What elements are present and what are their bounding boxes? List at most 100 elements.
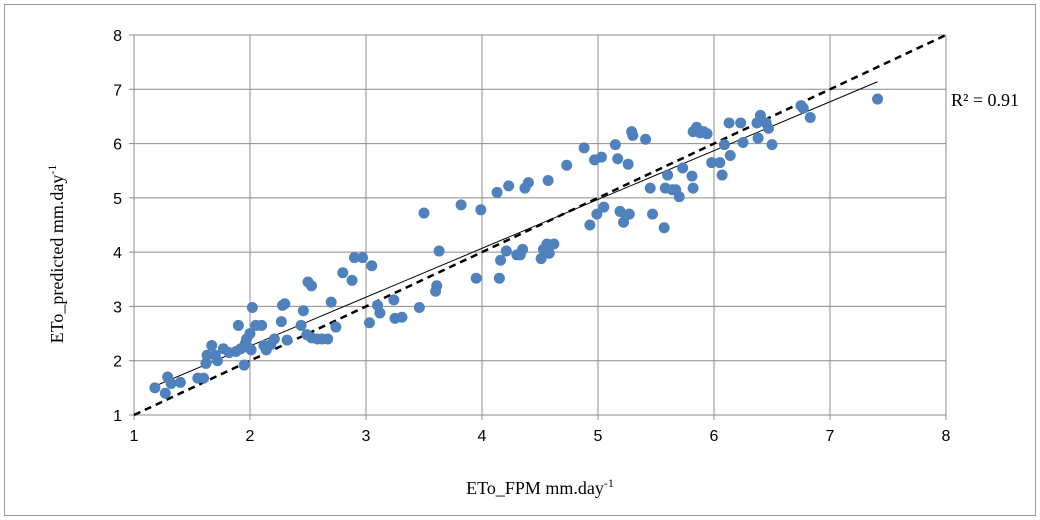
data-point — [413, 302, 425, 314]
y-tick-label: 2 — [113, 354, 122, 371]
data-point — [706, 157, 718, 169]
data-point — [275, 316, 287, 328]
data-point — [754, 109, 766, 121]
data-point — [578, 142, 590, 154]
data-point — [455, 199, 467, 211]
data-point — [366, 260, 378, 272]
data-point — [238, 359, 250, 371]
data-point — [724, 150, 736, 162]
data-point — [737, 136, 749, 148]
data-point — [872, 93, 884, 105]
y-tick-label: 1 — [113, 408, 122, 425]
x-tick-label: 1 — [130, 428, 139, 445]
data-point — [543, 247, 555, 259]
x-tick-label: 5 — [594, 428, 603, 445]
data-point — [584, 219, 596, 231]
y-tick-label: 5 — [113, 191, 122, 208]
data-point — [363, 317, 375, 329]
data-point — [246, 302, 258, 314]
data-point — [522, 177, 534, 189]
data-point — [295, 319, 307, 331]
data-point — [673, 191, 685, 203]
data-point — [595, 151, 607, 163]
data-point — [640, 133, 652, 145]
data-point — [701, 128, 713, 140]
data-point — [268, 333, 280, 345]
data-point — [206, 340, 218, 352]
data-point — [337, 267, 349, 279]
data-point — [644, 182, 656, 194]
data-point — [279, 298, 291, 310]
data-point — [714, 157, 726, 169]
data-point — [658, 222, 670, 234]
x-tick-label: 7 — [826, 428, 835, 445]
data-points — [149, 93, 884, 399]
data-point — [200, 357, 212, 369]
data-point — [418, 207, 430, 219]
data-point — [475, 204, 487, 216]
y-axis-title: ETo_predicted mm.day-1 — [45, 165, 67, 344]
data-point — [325, 296, 337, 308]
data-point — [612, 153, 624, 165]
x-tick-label: 8 — [942, 428, 951, 445]
data-point — [495, 254, 507, 266]
data-point — [686, 170, 698, 182]
r-squared-annotation: R² = 0.91 — [951, 90, 1019, 110]
data-point — [804, 112, 816, 124]
data-point — [797, 102, 809, 114]
data-point — [752, 132, 764, 144]
data-point — [245, 344, 257, 356]
data-point — [716, 169, 728, 181]
data-point — [542, 174, 554, 186]
data-point — [535, 253, 547, 265]
data-point — [174, 376, 186, 388]
data-point — [647, 208, 659, 220]
data-point — [561, 159, 573, 171]
data-point — [212, 355, 224, 367]
data-point — [662, 169, 674, 181]
data-point — [470, 272, 482, 284]
x-tick-label: 3 — [362, 428, 371, 445]
data-point — [256, 319, 268, 331]
data-point — [735, 117, 747, 129]
reference-line — [133, 33, 947, 417]
x-tick-label: 4 — [478, 428, 487, 445]
data-point — [687, 182, 699, 194]
data-point — [763, 122, 775, 134]
data-point — [201, 349, 213, 361]
data-point — [330, 321, 342, 333]
data-point — [433, 245, 445, 257]
data-point — [305, 280, 317, 292]
lines — [133, 33, 947, 417]
data-point — [431, 280, 443, 292]
y-tick-label: 4 — [113, 245, 122, 262]
axes — [129, 34, 947, 420]
data-point — [623, 208, 635, 220]
data-point — [346, 274, 358, 286]
tick-labels: 1 2 3 4 5 6 7 8 1 2 3 4 5 6 7 8 — [113, 28, 950, 445]
data-point — [609, 139, 621, 151]
x-tick-label: 2 — [246, 428, 255, 445]
data-point — [503, 180, 515, 192]
data-point — [517, 243, 529, 255]
x-tick-label: 6 — [710, 428, 719, 445]
data-point — [297, 305, 309, 317]
data-point — [677, 162, 689, 174]
data-point — [622, 158, 634, 170]
data-point — [244, 328, 256, 340]
data-point — [723, 117, 735, 129]
data-point — [159, 387, 171, 399]
data-point — [388, 294, 400, 306]
y-tick-label: 6 — [113, 137, 122, 154]
data-point — [322, 333, 334, 345]
data-point — [149, 382, 161, 394]
data-point — [198, 372, 210, 384]
data-point — [766, 139, 778, 151]
y-tick-label: 3 — [113, 299, 122, 316]
data-point — [491, 186, 503, 198]
data-point — [500, 245, 512, 257]
data-point — [598, 201, 610, 213]
x-axis-title: ETo_FPM mm.day-1 — [466, 476, 614, 498]
data-point — [165, 378, 177, 390]
